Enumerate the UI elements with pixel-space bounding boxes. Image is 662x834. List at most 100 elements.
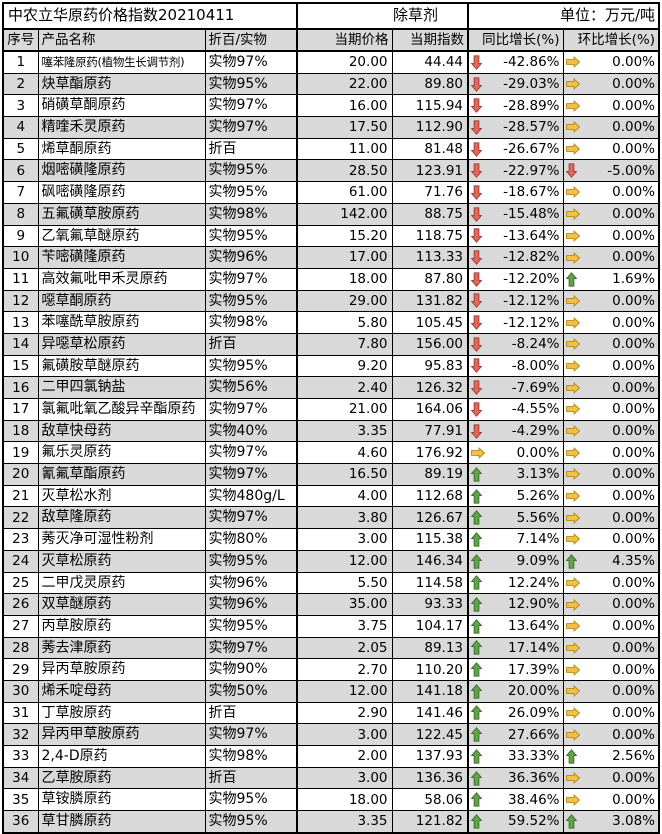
down-arrow-icon: [471, 315, 483, 330]
cell-product-name: 异丙草胺原药: [37, 658, 206, 681]
down-arrow-icon: [471, 55, 483, 70]
cell-current-price: 7.80: [296, 332, 393, 356]
cell-current-index: 141.18: [391, 679, 470, 703]
cell-mom-change-value: 0.00%: [612, 444, 656, 461]
right-arrow-icon: [565, 359, 580, 372]
cell-product-name: 莠灭净可湿性粉剂: [37, 528, 206, 551]
cell-mom-change: 3.08%: [562, 810, 660, 834]
cell-current-price: 2.90: [296, 701, 393, 725]
cell-yoy-change-value: 13.64%: [508, 618, 560, 635]
cell-current-index: 105.45: [391, 311, 470, 334]
cell-serial: 19: [2, 441, 39, 465]
cell-product-name: 氟磺胺草醚原药: [37, 354, 206, 378]
right-arrow-icon: [565, 338, 580, 351]
cell-yoy-change: -28.89%: [467, 94, 564, 118]
cell-mom-change-value: 0.00%: [612, 704, 656, 721]
table-row: 6 烟嘧磺隆原药 实物95% 28.50 123.91 -22.97% -5.00%: [2, 159, 660, 183]
cell-yoy-change-value: -18.67%: [503, 184, 560, 201]
cell-mom-change-value: 3.08%: [612, 813, 656, 830]
cell-yoy-change-value: -12.82%: [503, 249, 560, 266]
right-arrow-icon: [565, 793, 580, 806]
cell-yoy-change-value: 26.09%: [508, 704, 560, 721]
cell-mom-change-value: 4.35%: [612, 553, 656, 570]
table-row: 20 氰氟草酯原药 实物97% 16.50 89.19 3.13% 0.00%: [2, 463, 660, 486]
cell-current-price: 17.50: [296, 116, 393, 139]
cell-product-name: 高效氟吡甲禾灵原药: [37, 267, 206, 291]
cell-mom-change: 0.00%: [562, 636, 660, 660]
page-title: 中农立华原药价格指数20210411: [2, 2, 298, 30]
right-arrow-icon: [565, 316, 580, 329]
cell-spec: 实物97%: [204, 398, 298, 421]
down-arrow-icon: [565, 163, 577, 179]
cell-current-price: 3.00: [296, 723, 393, 746]
cell-spec: 折百: [204, 701, 298, 725]
down-arrow-icon: [471, 337, 483, 352]
up-arrow-icon: [471, 727, 483, 742]
cell-mom-change: 0.00%: [562, 224, 660, 248]
down-arrow-icon: [471, 423, 483, 439]
category-label: 除草剂: [296, 2, 470, 30]
cell-current-index: 88.75: [391, 202, 470, 226]
right-arrow-icon: [565, 663, 580, 676]
cell-mom-change-value: 0.00%: [612, 141, 656, 157]
table-row: 13 苯噻酰草胺原药 实物98% 5.80 105.45 -12.12% 0.00%: [2, 311, 660, 334]
cell-current-index: 112.90: [391, 116, 470, 139]
cell-yoy-change: 5.26%: [467, 484, 564, 508]
table-row: 8 五氟磺草胺原药 实物98% 142.00 88.75 -15.48% 0.00%: [2, 202, 660, 226]
cell-current-index: 126.67: [391, 506, 470, 530]
cell-current-index: 164.06: [391, 398, 470, 421]
table-row: 12 噁草酮原药 实物95% 29.00 131.82 -12.12% 0.00%: [2, 289, 660, 313]
right-arrow-icon: [565, 576, 580, 589]
cell-product-name: 敌草隆原药: [37, 506, 206, 530]
right-arrow-icon: [565, 620, 580, 633]
cell-current-index: 137.93: [391, 745, 470, 768]
down-arrow-icon: [471, 98, 483, 114]
cell-serial: 35: [2, 788, 39, 812]
cell-spec: 实物90%: [204, 658, 298, 681]
up-arrow-icon: [471, 748, 483, 764]
cell-current-price: 3.35: [296, 810, 393, 834]
cell-spec: 实物97%: [204, 116, 298, 139]
cell-spec: 实物95%: [204, 354, 298, 378]
cell-mom-change-value: 0.00%: [612, 726, 656, 743]
table-row: 4 精喹禾灵原药 实物97% 17.50 112.90 -28.57% 0.00%: [2, 116, 660, 139]
cell-yoy-change-value: -22.97%: [503, 162, 560, 179]
cell-spec: 实物97%: [204, 506, 298, 530]
cell-current-index: 71.76: [391, 181, 470, 204]
up-arrow-icon: [471, 705, 483, 721]
cell-spec: 实物95%: [204, 181, 298, 204]
cell-serial: 9: [2, 224, 39, 248]
cell-product-name: 丁草胺原药: [37, 701, 206, 725]
cell-spec: 实物40%: [204, 419, 298, 443]
cell-serial: 33: [2, 745, 39, 768]
down-arrow-icon: [471, 380, 483, 396]
table-row: 26 双草醚原药 实物96% 35.00 93.33 12.90% 0.00%: [2, 593, 660, 616]
cell-yoy-change: -26.67%: [467, 137, 564, 161]
cell-current-index: 126.32: [391, 376, 470, 399]
cell-yoy-change-value: -12.20%: [503, 271, 560, 288]
cell-serial: 24: [2, 549, 39, 573]
cell-current-price: 3.35: [296, 419, 393, 443]
up-arrow-icon: [471, 814, 483, 829]
cell-mom-change: 0.00%: [562, 137, 660, 161]
up-arrow-icon: [471, 467, 483, 482]
cell-current-index: 156.00: [391, 332, 470, 356]
cell-product-name: 烯草酮原药: [37, 137, 206, 161]
cell-serial: 22: [2, 506, 39, 530]
cell-yoy-change-value: 12.24%: [508, 574, 560, 591]
table-row: 31 丁草胺原药 折百 2.90 141.46 26.09% 0.00%: [2, 701, 660, 725]
cell-product-name: 乙草胺原药: [37, 766, 206, 790]
cell-mom-change-value: 0.00%: [612, 488, 656, 504]
table-body: 1 噻苯隆原药(植物生长调节剂) 实物97% 20.00 44.44 -42.86% 0.0…: [2, 50, 660, 834]
cell-yoy-change-value: 0.00%: [516, 444, 560, 461]
cell-yoy-change: 12.90%: [467, 593, 564, 616]
down-arrow-icon: [471, 250, 483, 265]
cell-serial: 16: [2, 376, 39, 399]
cell-yoy-change: 38.46%: [467, 788, 564, 812]
right-arrow-icon: [565, 294, 580, 307]
cell-yoy-change-value: -4.55%: [511, 401, 560, 418]
cell-yoy-change: -12.20%: [467, 267, 564, 291]
cell-current-index: 118.75: [391, 224, 470, 248]
right-arrow-icon: [565, 772, 580, 785]
cell-mom-change: 0.00%: [562, 94, 660, 118]
